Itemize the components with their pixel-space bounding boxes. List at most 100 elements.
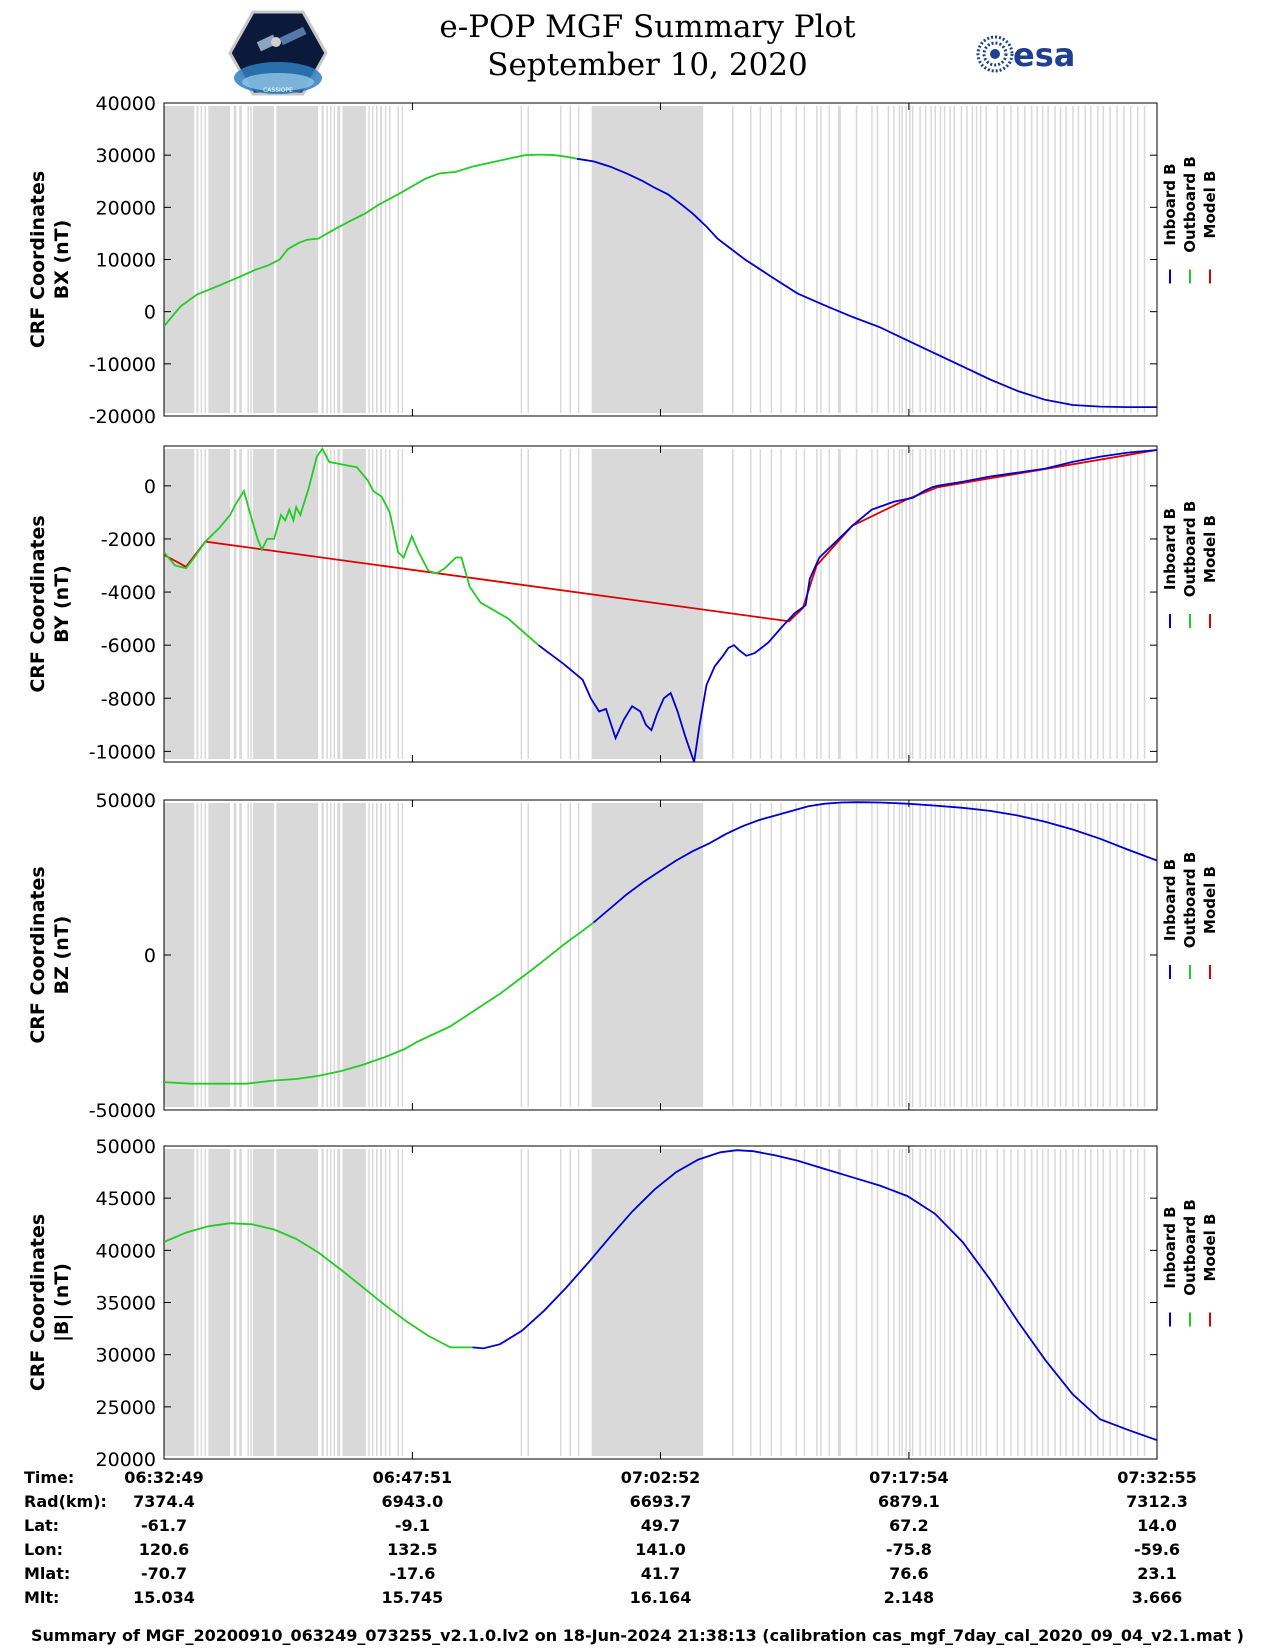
shaded-interval — [780, 803, 782, 1107]
shaded-interval — [838, 1149, 841, 1456]
shaded-interval — [919, 449, 921, 759]
shaded-interval — [893, 1149, 895, 1456]
shaded-interval — [820, 803, 822, 1107]
shaded-interval — [388, 1149, 391, 1456]
info-row-label: Lon: — [24, 1540, 63, 1559]
shaded-interval — [996, 106, 998, 413]
shaded-interval — [732, 803, 734, 1107]
info-row: Rad(km): 7374.4 6943.0 6693.7 6879.1 7312.3 — [0, 1492, 1275, 1516]
shaded-interval — [909, 1149, 911, 1456]
shaded-interval — [250, 449, 252, 759]
info-row-label: Time: — [24, 1468, 75, 1487]
shaded-interval — [208, 803, 231, 1107]
shaded-interval — [803, 106, 806, 413]
shaded-interval — [276, 106, 319, 413]
shaded-interval — [971, 1149, 974, 1456]
shaded-interval — [971, 106, 974, 413]
shaded-interval — [1130, 106, 1132, 413]
shaded-interval — [204, 1149, 206, 1456]
shaded-interval — [975, 803, 978, 1107]
info-cell: 15.034 — [133, 1588, 195, 1607]
legend-label: Outboard B — [1181, 852, 1199, 949]
info-row: Mlt: 15.034 15.745 16.164 2.148 3.666 — [0, 1588, 1275, 1612]
shaded-interval — [1072, 449, 1074, 759]
shaded-interval — [337, 106, 341, 413]
shaded-interval — [591, 803, 704, 1107]
shaded-interval — [816, 1149, 818, 1456]
shaded-interval — [376, 803, 378, 1107]
shaded-interval — [239, 803, 242, 1107]
y-tick-label: -8000 — [101, 688, 156, 710]
shaded-interval — [759, 106, 762, 413]
shaded-interval — [1123, 803, 1125, 1107]
y-tick-label: 10000 — [96, 250, 156, 272]
shaded-interval — [1136, 1149, 1139, 1456]
shaded-interval — [239, 106, 242, 413]
shaded-interval — [1084, 106, 1087, 413]
shaded-interval — [200, 1149, 203, 1456]
shaded-interval — [388, 803, 391, 1107]
shaded-interval — [250, 803, 252, 1107]
shaded-interval — [330, 106, 332, 413]
y-tick-label: 0 — [144, 476, 156, 498]
shaded-interval — [905, 803, 907, 1107]
shaded-interval — [943, 1149, 946, 1456]
shaded-interval — [208, 1149, 231, 1456]
shaded-interval — [939, 1149, 942, 1456]
shaded-interval — [1065, 803, 1067, 1107]
shaded-interval — [960, 106, 963, 413]
shaded-interval — [1065, 449, 1067, 759]
shaded-interval — [1143, 1149, 1146, 1456]
shaded-interval — [803, 1149, 806, 1456]
shaded-interval — [1054, 449, 1056, 759]
shaded-interval — [1059, 449, 1062, 759]
shaded-interval — [1047, 1149, 1049, 1456]
shaded-interval — [342, 803, 366, 1107]
shaded-interval — [337, 803, 341, 1107]
shaded-interval — [1023, 449, 1026, 759]
shaded-interval — [247, 106, 249, 413]
shaded-interval — [397, 803, 400, 1107]
info-cell: 16.164 — [629, 1588, 692, 1607]
y-axis-label-line1: CRF Coordinates — [27, 515, 49, 692]
shaded-interval — [1003, 1149, 1005, 1456]
shaded-interval — [1077, 106, 1080, 413]
shaded-interval — [770, 803, 773, 1107]
shaded-interval — [953, 1149, 955, 1456]
shaded-interval — [749, 449, 752, 759]
shaded-interval — [816, 803, 818, 1107]
shaded-interval — [876, 106, 879, 413]
shaded-interval — [200, 106, 203, 413]
shaded-interval — [901, 106, 903, 413]
shaded-interval — [930, 803, 932, 1107]
shaded-interval — [759, 1149, 762, 1456]
shaded-interval — [1065, 106, 1067, 413]
shaded-interval — [1090, 106, 1092, 413]
shaded-interval — [1116, 1149, 1118, 1456]
shaded-interval — [996, 449, 998, 759]
legend-label: Inboard B — [1161, 859, 1179, 941]
shaded-interval — [376, 1149, 378, 1456]
shaded-interval — [795, 106, 797, 413]
shaded-interval — [559, 803, 562, 1107]
shaded-interval — [816, 449, 818, 759]
shaded-interval — [1090, 449, 1092, 759]
shaded-interval — [250, 106, 252, 413]
shaded-interval — [1030, 803, 1033, 1107]
y-tick-label: 40000 — [96, 93, 156, 115]
shaded-interval — [577, 803, 580, 1107]
shaded-interval — [759, 449, 762, 759]
shaded-interval — [911, 1149, 914, 1456]
shaded-interval — [330, 1149, 332, 1456]
info-cell: 49.7 — [640, 1516, 681, 1535]
shaded-interval — [239, 1149, 242, 1456]
shaded-interval — [1102, 106, 1104, 413]
shaded-interval — [527, 803, 529, 1107]
y-tick-label: -4000 — [101, 582, 156, 604]
shaded-interval — [816, 106, 818, 413]
shaded-interval — [985, 106, 987, 413]
info-cell: 132.5 — [387, 1540, 438, 1559]
shaded-interval — [401, 1149, 404, 1456]
info-cell: 14.0 — [1137, 1516, 1177, 1535]
